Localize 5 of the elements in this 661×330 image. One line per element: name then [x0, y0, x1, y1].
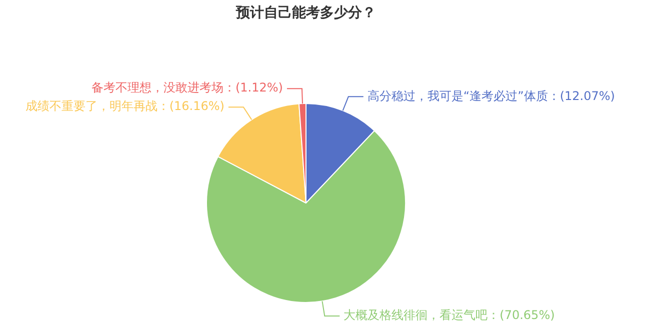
slice-label: 高分稳过，我可是“逢考必过”体质：(12.07%) — [367, 88, 615, 103]
slice-label: 大概及格线徘徊，看运气吧：(70.65%) — [344, 308, 555, 322]
slice-label: 成绩不重要了，明年再战：(16.16%) — [25, 99, 224, 114]
chart-title: 预计自己能考多少分？ — [234, 4, 377, 22]
slice-label: 备考不理想，没敢进考场：(1.12%) — [91, 80, 283, 95]
